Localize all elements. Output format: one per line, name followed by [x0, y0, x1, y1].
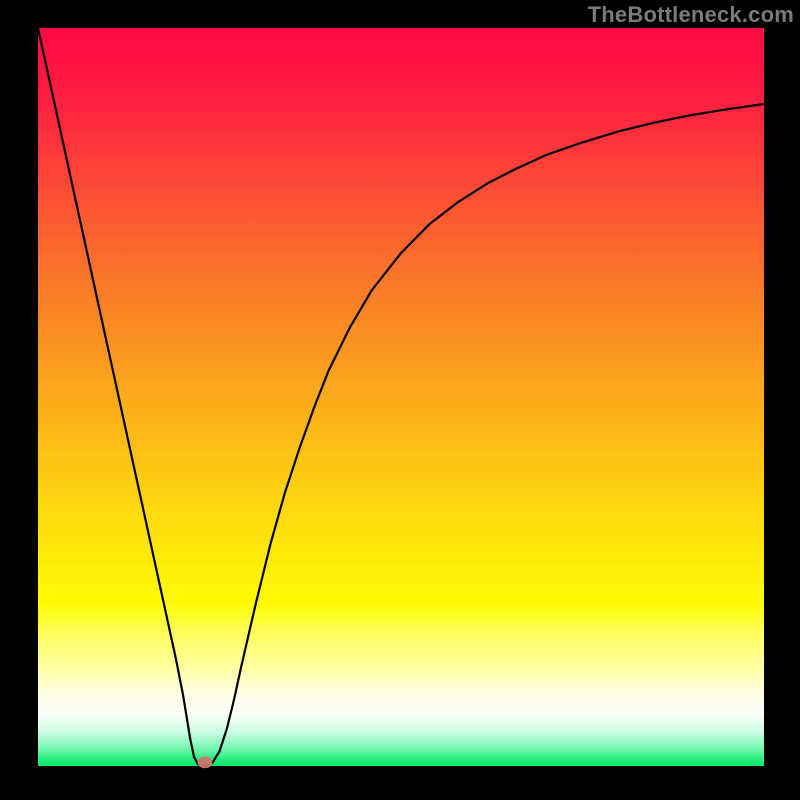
watermark-text: TheBottleneck.com [588, 2, 794, 28]
minimum-marker [197, 756, 212, 768]
chart-container: TheBottleneck.com [0, 0, 800, 800]
plot-background [38, 28, 764, 766]
bottleneck-chart [0, 0, 800, 800]
